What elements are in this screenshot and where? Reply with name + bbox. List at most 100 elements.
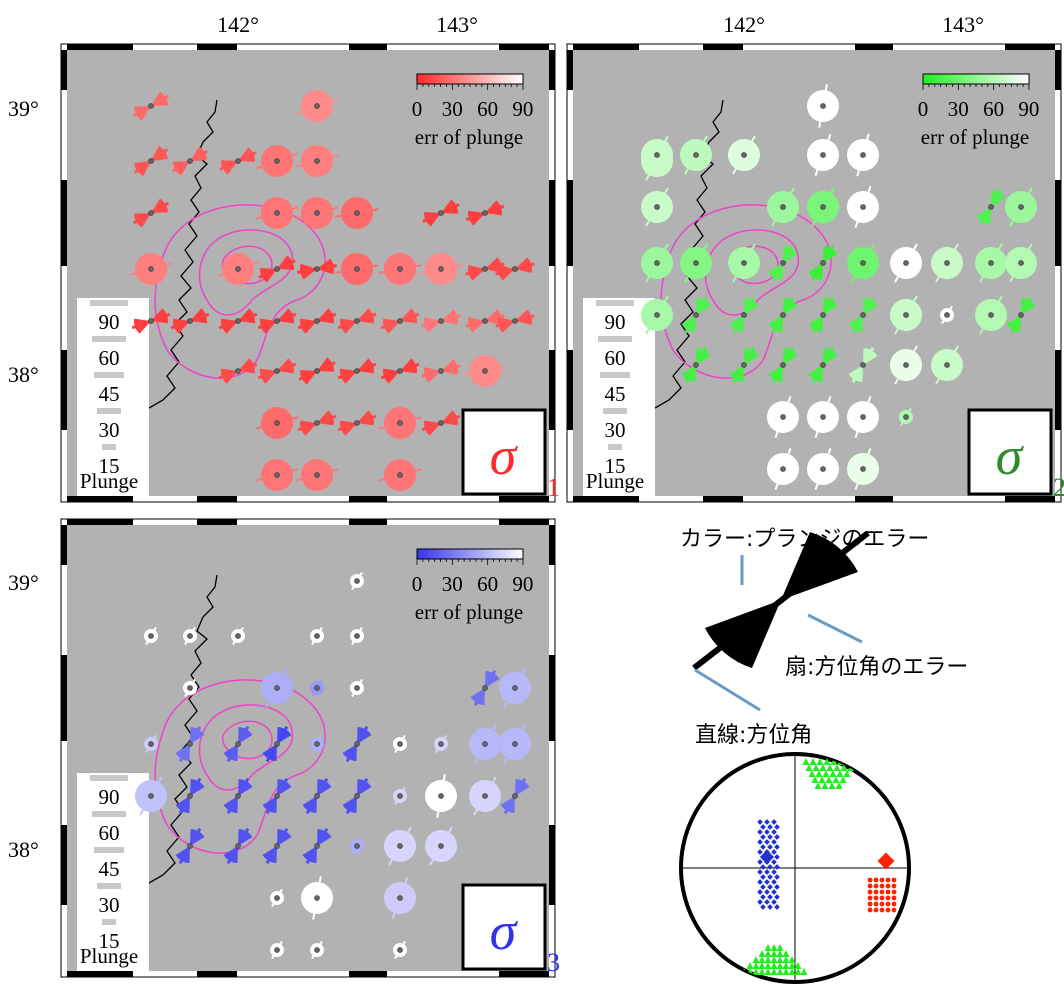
station-dot [314, 368, 320, 374]
stress-symbol [378, 253, 422, 285]
station-dot [314, 103, 320, 109]
station-dot [482, 318, 488, 324]
sigma2-point [782, 968, 790, 975]
station-dot [148, 318, 154, 324]
sigma1-point [879, 883, 885, 889]
stress-symbol [641, 187, 673, 227]
station-dot [741, 260, 747, 266]
azimuth-fan [175, 796, 190, 813]
stress-symbol [302, 777, 332, 815]
azimuth-fan [317, 308, 334, 324]
azimuth-fan [848, 315, 863, 332]
sigma2-point [840, 764, 848, 771]
stress-symbol [216, 253, 260, 285]
station-dot [314, 947, 320, 953]
leader-line-fan [807, 613, 863, 644]
stress-symbol [144, 626, 158, 646]
sigma3-point [771, 899, 777, 905]
sigma2-point [782, 950, 790, 957]
stress-symbol [342, 777, 372, 815]
azimuth-fan [317, 829, 332, 846]
sigma2-point [851, 758, 859, 765]
sigma3-point [760, 834, 766, 840]
azimuth-fan [498, 317, 515, 333]
sigma-symbol: σ [996, 426, 1025, 486]
station-dot [438, 318, 444, 324]
frame-tick [1005, 44, 1055, 50]
azimuth-error-fan-upper [781, 532, 858, 600]
station-dot [314, 266, 320, 272]
stress-symbol [255, 145, 299, 177]
azimuth-fan [768, 365, 783, 382]
stress-symbol [890, 345, 922, 385]
frame-tick [61, 825, 67, 905]
sigma3-point [767, 874, 773, 880]
color-explanation-label: カラー:プランジのエラー [680, 527, 929, 552]
plunge-legend-bar [600, 372, 630, 378]
sigma1-point [891, 889, 897, 895]
colorbar-title: err of plunge [415, 125, 523, 149]
azimuth-fan [175, 846, 190, 863]
azimuth-fan [468, 317, 485, 333]
station-dot [438, 843, 444, 849]
sigma3-point [771, 819, 777, 825]
azimuth-fan [262, 796, 277, 813]
sigma3-point [760, 904, 766, 910]
plunge-legend-bar [92, 336, 126, 342]
station-dot [354, 318, 360, 324]
stress-symbol [680, 243, 712, 283]
sigma2-point [770, 956, 778, 963]
station-dot [482, 793, 488, 799]
plunge-legend-value: 45 [605, 382, 626, 406]
station-dot [693, 260, 699, 266]
sigma2-point [808, 770, 816, 777]
stress-symbol [337, 308, 377, 334]
sigma1-point [885, 907, 891, 913]
azimuth-fan [151, 145, 168, 161]
sigma3-point [757, 869, 763, 875]
plunge-legend-title: Plunge [80, 469, 138, 493]
stress-symbol [223, 827, 253, 865]
azimuth-fan [302, 796, 317, 813]
station-dot [944, 260, 950, 266]
stress-symbol [218, 358, 258, 384]
sigma2-point [752, 962, 760, 969]
sigma2-point [758, 956, 766, 963]
lat-label-39-a: 39° [8, 96, 39, 121]
plunge-legend-value: 15 [99, 454, 120, 478]
frame-tick [499, 44, 549, 50]
stress-symbol [931, 243, 963, 283]
station-dot [820, 362, 826, 368]
station-dot [274, 158, 280, 164]
stress-symbol [847, 447, 879, 491]
station-dot [860, 466, 866, 472]
sigma2-point [794, 968, 802, 975]
colorbar-tick-label: 90 [512, 97, 533, 121]
stress-symbol [976, 188, 1006, 226]
stress-symbol [728, 243, 760, 283]
azimuth-fan [151, 91, 168, 106]
stress-symbol [940, 305, 954, 325]
stress-symbol [295, 145, 339, 177]
frame-tick [1005, 496, 1055, 502]
sigma3-point [771, 829, 777, 835]
stress-symbol [729, 346, 759, 384]
azimuth-fan [1006, 315, 1021, 332]
station-dot [903, 312, 909, 318]
station-dot [397, 741, 403, 747]
station-dot [354, 793, 360, 799]
stress-symbol [257, 358, 297, 384]
stress-symbol [301, 876, 333, 920]
frame-tick [61, 350, 67, 430]
sigma2-point [776, 968, 784, 975]
azimuth-fan [190, 727, 205, 744]
azimuth-fan [357, 358, 374, 374]
station-dot [903, 362, 909, 368]
frame-tick [855, 496, 893, 502]
station-dot [187, 633, 193, 639]
stress-symbol [171, 146, 209, 176]
azimuth-fan [485, 200, 502, 216]
station-dot [397, 472, 403, 478]
stress-symbol [680, 135, 712, 175]
